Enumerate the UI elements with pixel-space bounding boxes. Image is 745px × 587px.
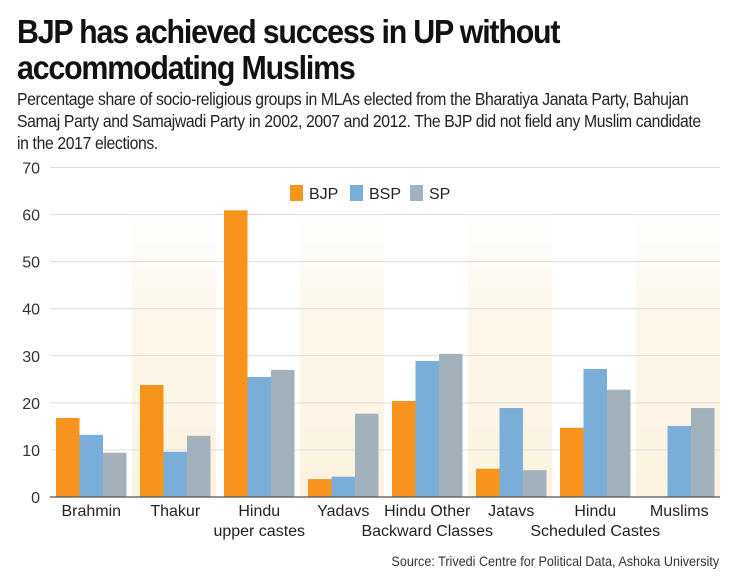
x-axis-labels: Brahmin Thakur Hindu upper castes Yadavs Hind… <box>61 503 708 540</box>
y-tick-label: 40 <box>22 302 40 319</box>
x-category-label: Hindu <box>574 503 616 520</box>
legend: BJP BSP SP <box>290 185 450 203</box>
legend-swatch-sp <box>410 185 423 201</box>
bars <box>56 210 715 497</box>
x-category-label: Yadavs <box>317 503 369 520</box>
bar-sp <box>439 353 463 497</box>
bar-bjp <box>560 427 584 497</box>
bar-bjp <box>392 400 416 497</box>
y-tick-label: 20 <box>22 396 40 413</box>
y-tick-label: 0 <box>31 490 40 507</box>
x-category-label: Muslims <box>650 503 709 520</box>
y-tick-label: 30 <box>22 349 40 366</box>
bar-bjp <box>56 417 80 497</box>
x-category-label: Hindu <box>238 503 280 520</box>
bar-sp <box>187 435 211 497</box>
bar-sp <box>523 470 547 497</box>
bar-bsp <box>163 451 187 497</box>
y-tick-label: 50 <box>22 255 40 272</box>
background-bands <box>132 180 720 497</box>
y-tick-label: 60 <box>22 208 40 225</box>
x-category-label: Backward Classes <box>361 523 493 540</box>
bar-bsp <box>331 476 355 497</box>
bar-sp <box>607 389 631 497</box>
x-category-label: upper castes <box>213 523 305 540</box>
bar-chart: 0 10 20 30 40 50 60 70 Brahmin Thakur Hindu upper … <box>22 161 720 540</box>
chart-title: BJP has achieved success in UP without a… <box>17 13 561 86</box>
legend-swatch-bsp <box>350 185 363 201</box>
bar-bsp <box>247 376 271 497</box>
bar-bsp <box>79 434 103 497</box>
y-tick-label: 10 <box>22 443 40 460</box>
bar-bjp <box>476 468 500 497</box>
x-category-label: Hindu Other <box>384 503 471 520</box>
bar-bsp <box>667 425 691 497</box>
legend-swatch-bjp <box>290 185 303 201</box>
bar-sp <box>271 369 295 497</box>
chart-subtitle: Percentage share of socio-religious grou… <box>17 89 701 153</box>
bar-bjp <box>140 384 164 497</box>
legend-label-bjp: BJP <box>309 186 338 203</box>
y-axis-ticks: 0 10 20 30 40 50 60 70 <box>22 161 40 508</box>
bar-bsp <box>583 368 607 497</box>
source-note: Source: Trivedi Centre for Political Dat… <box>391 553 719 569</box>
bar-bjp <box>308 479 332 497</box>
bar-sp <box>355 413 379 497</box>
x-category-label: Thakur <box>150 503 200 520</box>
bar-bsp <box>499 408 523 497</box>
x-category-label: Scheduled Castes <box>530 523 660 540</box>
y-tick-label: 70 <box>22 161 40 178</box>
legend-label-sp: SP <box>429 186 450 203</box>
x-category-label: Jatavs <box>488 503 534 520</box>
bar-bsp <box>415 360 439 497</box>
bar-sp <box>103 452 127 497</box>
legend-label-bsp: BSP <box>369 186 401 203</box>
bar-bjp <box>224 210 248 497</box>
x-category-label: Brahmin <box>61 503 121 520</box>
bar-sp <box>691 408 715 497</box>
